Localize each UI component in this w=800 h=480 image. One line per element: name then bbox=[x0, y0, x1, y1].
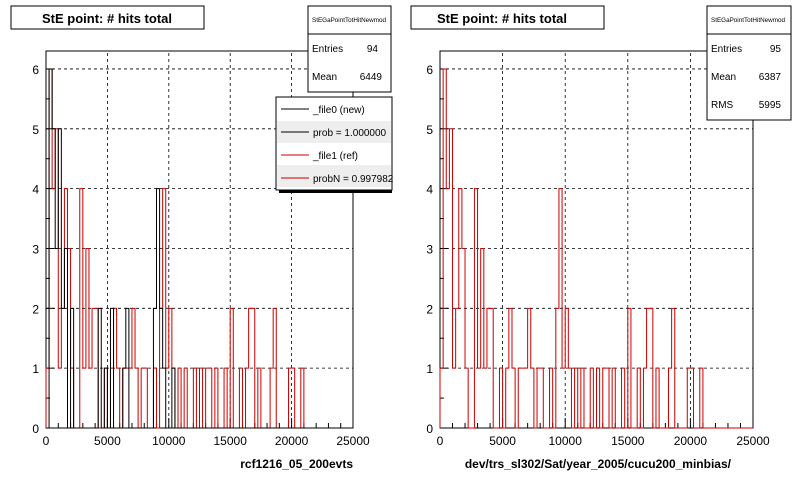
y-tick-label: 3 bbox=[426, 242, 433, 256]
x-tick-label: 25000 bbox=[736, 434, 770, 448]
y-tick-label: 4 bbox=[426, 183, 433, 197]
x-tick-label: 10000 bbox=[152, 434, 186, 448]
legend-band-1 bbox=[277, 121, 391, 143]
x-tick-label: 5000 bbox=[489, 434, 516, 448]
left-x-axis-label: rcf1216_05_200evts bbox=[240, 457, 353, 471]
legend-label-probN: probN = 0.997982 bbox=[313, 174, 394, 185]
x-tick-label: 25000 bbox=[336, 434, 370, 448]
left-series bbox=[45, 68, 353, 429]
right-x-axis-label: dev/trs_sl302/Sat/year_2005/cucu200_minb… bbox=[465, 457, 732, 471]
y-tick-label: 4 bbox=[32, 183, 39, 197]
legend-label-prob: prob = 1.000000 bbox=[313, 128, 387, 139]
x-tick-label: 10000 bbox=[549, 434, 583, 448]
y-tick-label: 1 bbox=[32, 362, 39, 376]
left-stats-name: StEGaPointTotHitNewmod bbox=[312, 18, 386, 24]
legend-label-ref: _file1 (ref) bbox=[312, 151, 358, 162]
left-title-box bbox=[10, 5, 205, 30]
left-stats-entries-label: Entries bbox=[312, 44, 343, 55]
x-tick-label: 20000 bbox=[674, 434, 708, 448]
right-stats-mean-label: Mean bbox=[711, 72, 736, 83]
y-tick-label: 6 bbox=[32, 63, 39, 77]
right-title-box bbox=[410, 5, 605, 30]
right-stats-mean-value: 6387 bbox=[759, 72, 782, 83]
new-histogram-line bbox=[46, 68, 353, 429]
right-stats-rms-label: RMS bbox=[711, 100, 734, 111]
left-title: StE point: # hits total bbox=[42, 11, 172, 26]
x-tick-label: 20000 bbox=[275, 434, 309, 448]
right-y-ticks: 0 1 2 3 4 5 6 bbox=[426, 63, 448, 436]
legend-band-2 bbox=[277, 165, 391, 187]
left-legend: _file0 (new) prob = 1.000000 _file1 (ref… bbox=[275, 96, 394, 193]
right-title: StE point: # hits total bbox=[437, 11, 567, 26]
right-panel: 0 1 2 3 4 5 6 0 5000 10000 15000 20000 25000 StE po… bbox=[410, 5, 792, 471]
y-tick-label: 2 bbox=[426, 302, 433, 316]
right-plot-frame bbox=[439, 50, 754, 429]
y-tick-label: 1 bbox=[426, 362, 433, 376]
left-stats-mean-label: Mean bbox=[312, 72, 337, 83]
left-stats-entries-value: 94 bbox=[367, 44, 379, 55]
left-stats-mean-value: 6449 bbox=[360, 72, 383, 83]
right-stats-rms-value: 5995 bbox=[759, 100, 782, 111]
right-series bbox=[439, 68, 753, 429]
right-stats-entries-label: Entries bbox=[711, 44, 742, 55]
y-tick-label: 6 bbox=[426, 63, 433, 77]
y-tick-label: 3 bbox=[32, 242, 39, 256]
y-tick-label: 2 bbox=[32, 302, 39, 316]
x-tick-label: 5000 bbox=[94, 434, 121, 448]
y-tick-label: 0 bbox=[32, 422, 39, 436]
left-panel: 0 1 2 3 4 5 6 0 5000 10000 15000 20000 25000 StE po… bbox=[10, 5, 394, 471]
right-stats-entries-value: 95 bbox=[770, 44, 782, 55]
x-tick-label: 0 bbox=[437, 434, 444, 448]
x-tick-label: 15000 bbox=[611, 434, 645, 448]
ref-histogram-line bbox=[439, 68, 753, 429]
legend-label-new: _file0 (new) bbox=[312, 105, 365, 116]
y-tick-label: 5 bbox=[32, 123, 39, 137]
y-tick-label: 5 bbox=[426, 123, 433, 137]
x-tick-label: 15000 bbox=[214, 434, 248, 448]
right-stats-box bbox=[706, 5, 792, 121]
left-x-ticks: 0 5000 10000 15000 20000 25000 bbox=[43, 418, 370, 448]
y-tick-label: 0 bbox=[426, 422, 433, 436]
left-stats-box bbox=[307, 5, 392, 93]
right-stats-name: StEGaPointTotHitNewmod bbox=[711, 18, 785, 24]
x-tick-label: 0 bbox=[43, 434, 50, 448]
